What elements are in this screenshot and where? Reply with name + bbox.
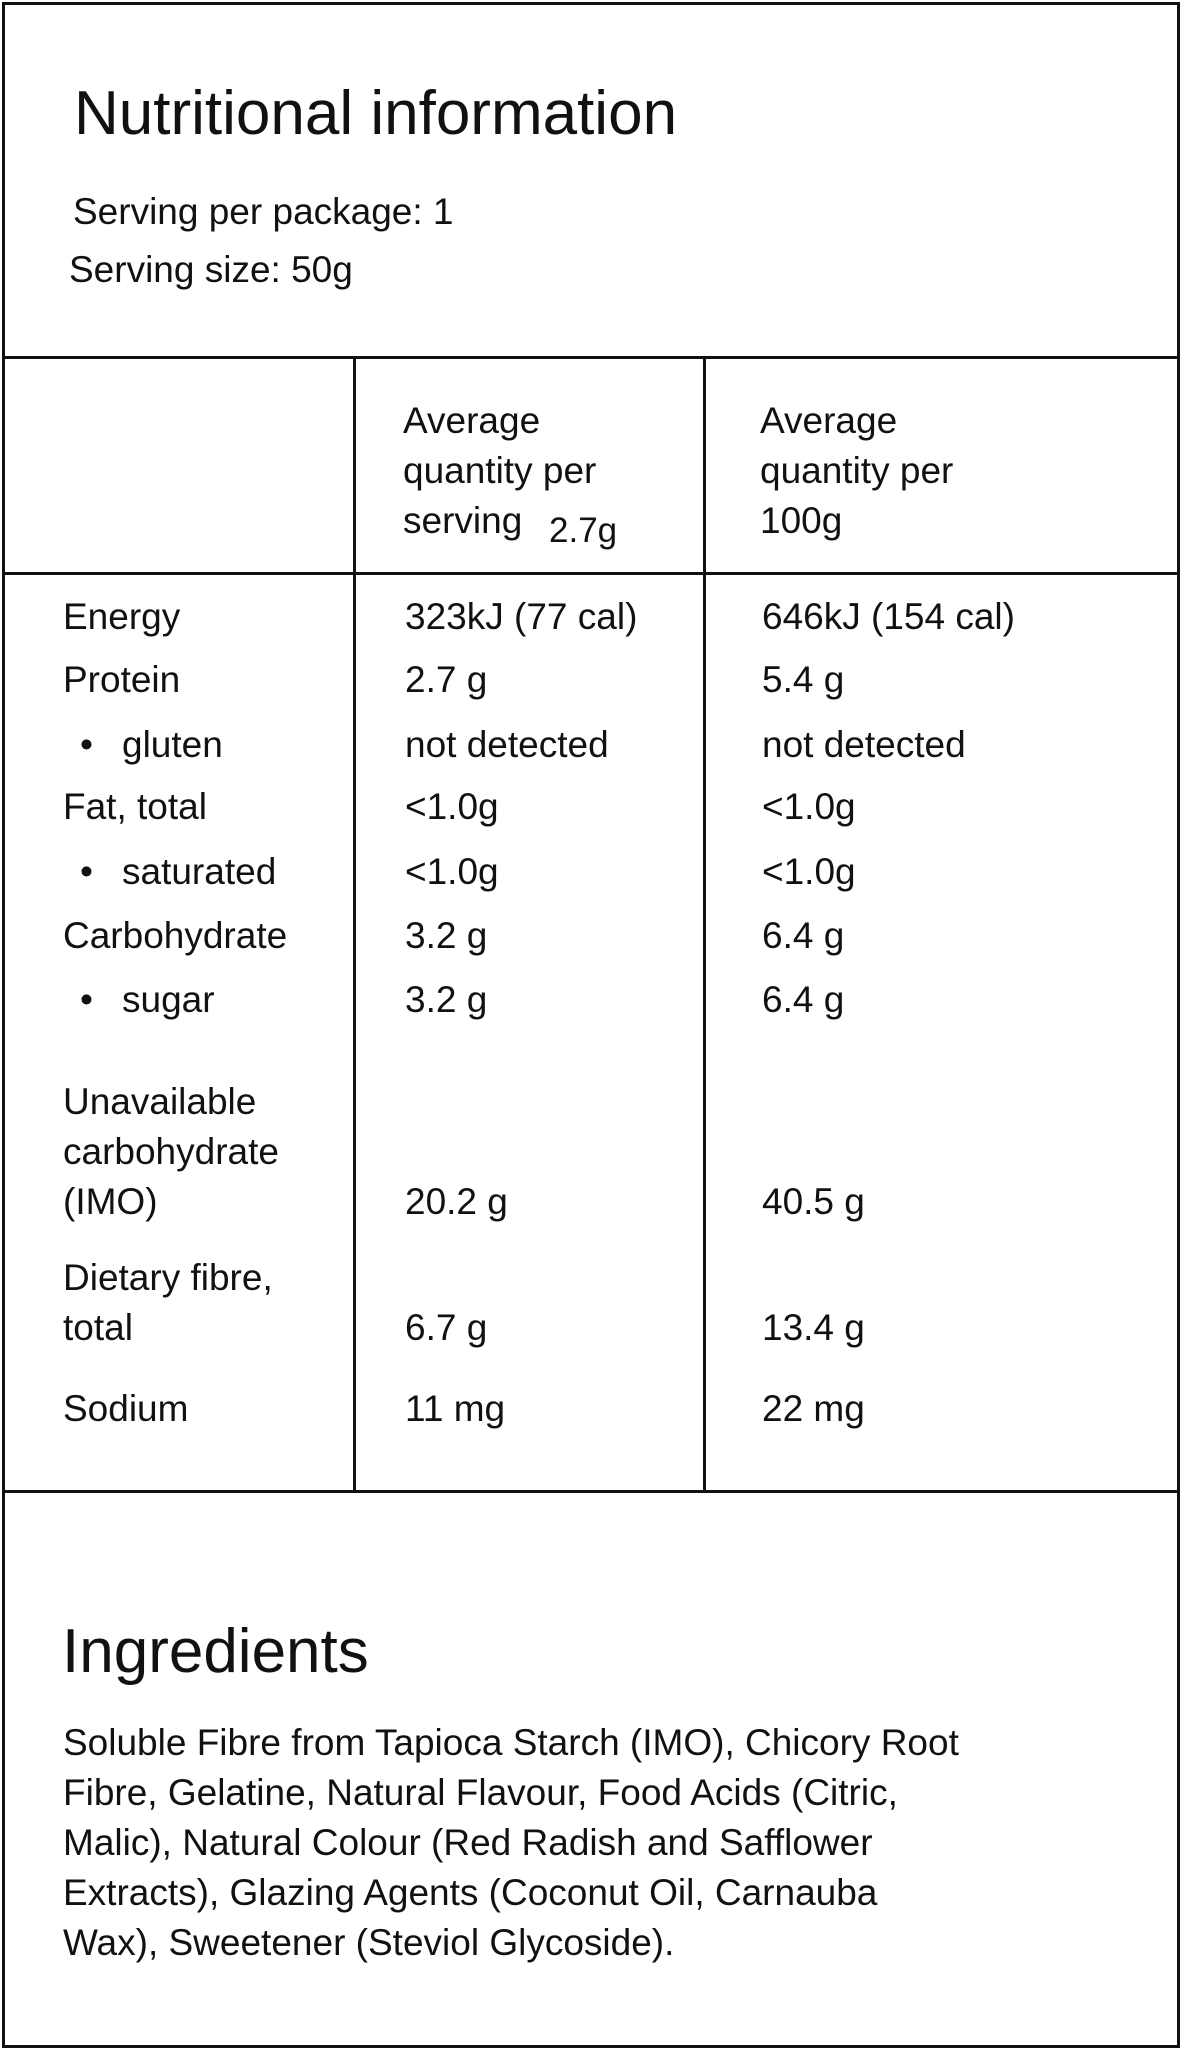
serving-size: Serving size: 50g <box>69 249 353 290</box>
column-header: Average <box>403 400 541 441</box>
serving-per-package: Serving per package: 1 <box>73 191 454 232</box>
row-value: 3.2 g <box>405 915 488 956</box>
row-value: 646kJ (154 cal) <box>762 596 1015 637</box>
column-header: quantity per <box>760 450 954 491</box>
ingredients-line: Extracts), Glazing Agents (Coconut Oil, … <box>63 1872 878 1913</box>
column-header: quantity per <box>403 450 597 491</box>
column-header: Average <box>760 400 898 441</box>
title: Nutritional information <box>74 79 678 148</box>
row-value: 6.4 g <box>762 915 845 956</box>
row-value: <1.0g <box>762 851 856 892</box>
row-label: Fat, total <box>63 786 207 827</box>
row-value: <1.0g <box>405 851 499 892</box>
row-label: Energy <box>63 596 181 637</box>
row-label: Unavailable carbohydrate (IMO) <box>63 1081 279 1222</box>
divider <box>2 572 1180 575</box>
ingredients-title: Ingredients <box>62 1617 369 1686</box>
row-value: 5.4 g <box>762 659 845 700</box>
row-value: 3.2 g <box>405 979 488 1020</box>
row-label: Carbohydrate <box>63 915 288 956</box>
column-divider <box>353 358 356 1492</box>
row-value: 22 mg <box>762 1388 865 1429</box>
row-label: gluten <box>80 720 360 770</box>
row-value: <1.0g <box>762 786 856 827</box>
column-header-note: 2.7g <box>549 511 618 550</box>
row-label: Dietary fibre, total <box>63 1257 273 1348</box>
row-value: not detected <box>405 724 609 765</box>
ingredients-line: Fibre, Gelatine, Natural Flavour, Food A… <box>63 1772 898 1813</box>
ingredients-line: Malic), Natural Colour (Red Radish and S… <box>63 1822 873 1863</box>
divider <box>2 1490 1180 1493</box>
row-value: 40.5 g <box>762 1181 865 1222</box>
row-label: sugar <box>80 975 360 1025</box>
ingredients-line: Soluble Fibre from Tapioca Starch (IMO),… <box>63 1722 959 1763</box>
column-divider <box>703 358 706 1492</box>
row-label: Sodium <box>63 1388 189 1429</box>
column-header: serving <box>403 500 523 541</box>
row-value: 6.7 g <box>405 1307 488 1348</box>
row-value: 2.7 g <box>405 659 488 700</box>
row-value: <1.0g <box>405 786 499 827</box>
column-header: 100g <box>760 500 843 541</box>
row-label: saturated <box>80 847 360 897</box>
row-value: 323kJ (77 cal) <box>405 596 638 637</box>
row-value: 11 mg <box>405 1388 506 1429</box>
row-value: not detected <box>762 724 966 765</box>
row-value: 13.4 g <box>762 1307 865 1348</box>
row-value: 6.4 g <box>762 979 845 1020</box>
divider <box>2 356 1180 359</box>
row-label: Protein <box>63 659 181 700</box>
row-value: 20.2 g <box>405 1181 508 1222</box>
ingredients-line: Wax), Sweetener (Steviol Glycoside). <box>63 1922 675 1963</box>
